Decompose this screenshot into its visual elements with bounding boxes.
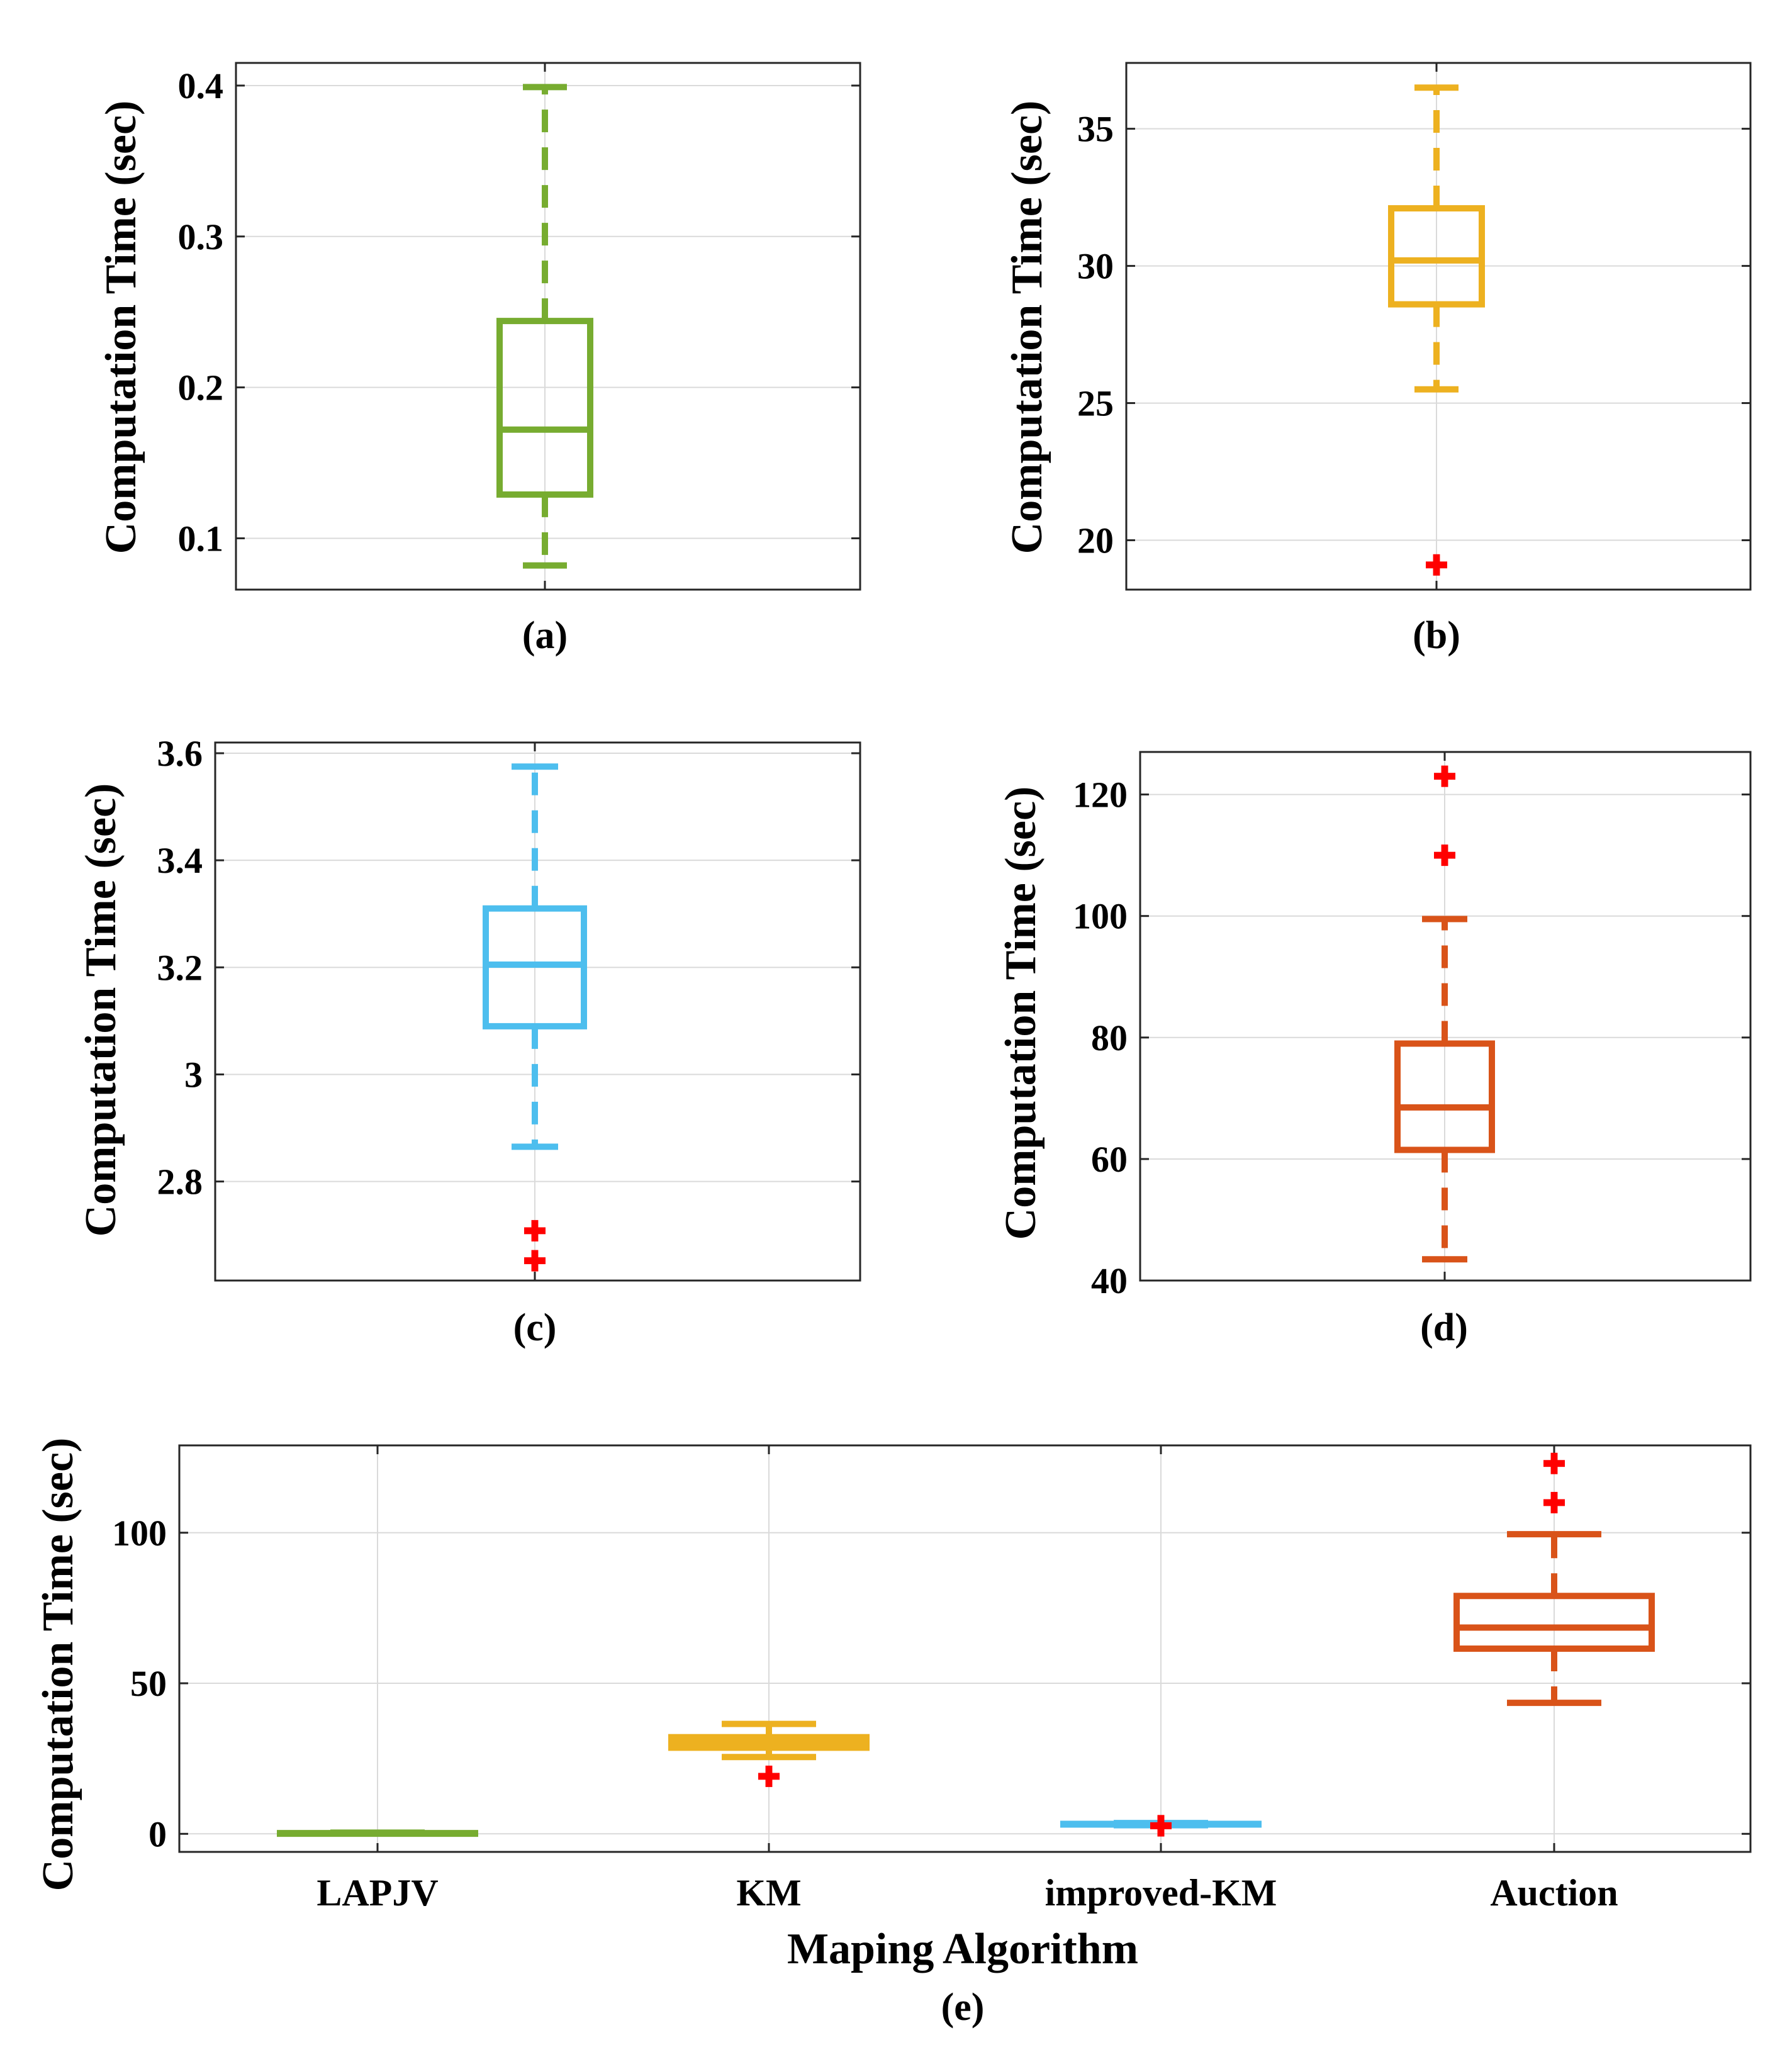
outlier-v bbox=[1433, 554, 1440, 576]
panel-e-xlabel: Maping Algorithm bbox=[787, 1925, 1138, 1973]
panel-c: 2.8 3 3.2 3.4 3.6 Computation Time (sec) (c) bbox=[77, 733, 861, 1349]
y-tick-label: 2.8 bbox=[157, 1162, 203, 1203]
plot-area-c: 2.8 3 3.2 3.4 3.6 bbox=[157, 733, 861, 1282]
outlier-marker bbox=[1434, 765, 1455, 787]
panel-e-caption: (e) bbox=[941, 1986, 985, 2029]
box-lapjv bbox=[277, 1829, 478, 1837]
y-tick-label: 100 bbox=[112, 1513, 167, 1554]
panel-a-caption: (a) bbox=[522, 614, 568, 657]
y-tick-label: 60 bbox=[1091, 1139, 1128, 1180]
y-tick-label: 0.1 bbox=[178, 518, 224, 559]
box-lapjv bbox=[496, 84, 593, 569]
outlier-marker bbox=[1434, 844, 1455, 866]
outlier-marker bbox=[1543, 1452, 1565, 1474]
panel-b-caption: (b) bbox=[1413, 614, 1460, 657]
outlier-marker bbox=[758, 1765, 780, 1787]
box-improved-km bbox=[483, 763, 587, 1272]
x-tick-label: LAPJV bbox=[316, 1872, 438, 1914]
panel-e: 0 50 100 LAPJV KM improved-KM Auction Computat… bbox=[34, 1438, 1752, 2029]
plot-area-d: 40 60 80 100 120 bbox=[1073, 751, 1752, 1301]
y-tick-label: 40 bbox=[1091, 1260, 1128, 1301]
outlier-marker bbox=[1426, 554, 1447, 576]
panel-c-ylabel: Computation Time (sec) bbox=[77, 783, 125, 1237]
outlier-v bbox=[1441, 844, 1448, 866]
outlier-marker bbox=[524, 1219, 546, 1242]
y-tick-label: 35 bbox=[1077, 109, 1114, 150]
panel-a: 0.1 0.2 0.3 0.4 Computation Time (sec) (a) bbox=[97, 62, 861, 657]
outlier-v bbox=[531, 1250, 539, 1272]
panel-c-caption: (c) bbox=[513, 1306, 557, 1349]
x-tick-label: improved-KM bbox=[1045, 1872, 1277, 1914]
iqr-box bbox=[1394, 1040, 1495, 1153]
y-tick-label: 3.2 bbox=[157, 947, 203, 988]
outlier-marker bbox=[524, 1250, 546, 1272]
y-tick-label: 0.2 bbox=[178, 367, 224, 408]
box-km bbox=[1388, 84, 1485, 576]
plot-area-a: 0.1 0.2 0.3 0.4 bbox=[178, 62, 861, 591]
panel-d-ylabel: Computation Time (sec) bbox=[997, 787, 1045, 1240]
axes-box bbox=[1125, 62, 1752, 591]
y-tick-label: 0.3 bbox=[178, 216, 224, 257]
panel-e-ylabel: Computation Time (sec) bbox=[34, 1438, 82, 1892]
y-tick-label: 120 bbox=[1073, 775, 1128, 816]
iqr-box bbox=[496, 318, 593, 498]
iqr-box bbox=[1453, 1593, 1655, 1652]
y-tick-label: 3.6 bbox=[157, 733, 203, 774]
x-tick-label: Auction bbox=[1490, 1872, 1618, 1914]
y-tick-label: 3 bbox=[184, 1054, 203, 1095]
y-tick-label: 3.4 bbox=[157, 840, 203, 881]
outlier-marker bbox=[1150, 1815, 1172, 1837]
panel-b-ylabel: Computation Time (sec) bbox=[1003, 101, 1051, 554]
axes-box bbox=[178, 1444, 1752, 1853]
outlier-v bbox=[1157, 1815, 1165, 1837]
y-tick-label: 0 bbox=[148, 1814, 167, 1854]
outlier-v bbox=[765, 1765, 773, 1787]
y-tick-label: 25 bbox=[1077, 383, 1114, 424]
plot-area-b: 20 25 30 35 bbox=[1077, 62, 1752, 591]
axes-box bbox=[214, 741, 861, 1282]
y-tick-label: 0.4 bbox=[178, 65, 224, 106]
outlier-v bbox=[1441, 765, 1448, 787]
outlier-v bbox=[1550, 1452, 1558, 1474]
y-tick-label: 80 bbox=[1091, 1018, 1128, 1058]
y-tick-label: 30 bbox=[1077, 246, 1114, 287]
plot-area-e: 0 50 100 LAPJV KM improved-KM Auction bbox=[112, 1444, 1752, 1914]
outlier-v bbox=[1550, 1491, 1558, 1513]
box-improved-km bbox=[1060, 1815, 1262, 1837]
y-tick-label: 20 bbox=[1077, 520, 1114, 561]
y-tick-label: 100 bbox=[1073, 896, 1128, 937]
x-tick-label: KM bbox=[736, 1872, 801, 1914]
box-km bbox=[668, 1720, 870, 1787]
axes-box bbox=[235, 62, 861, 591]
panel-d: 40 60 80 100 120 Computation Time (sec) (d) bbox=[997, 751, 1752, 1349]
panel-d-caption: (d) bbox=[1420, 1306, 1468, 1349]
box-auction bbox=[1453, 1452, 1655, 1707]
panel-b: 20 25 30 35 Computation Time (sec) (b) bbox=[1003, 62, 1752, 657]
box-auction bbox=[1394, 765, 1495, 1263]
outlier-marker bbox=[1543, 1491, 1565, 1513]
outlier-v bbox=[531, 1219, 539, 1242]
iqr-box bbox=[1388, 205, 1485, 308]
y-tick-label: 50 bbox=[130, 1663, 167, 1704]
panel-a-ylabel: Computation Time (sec) bbox=[97, 101, 145, 554]
